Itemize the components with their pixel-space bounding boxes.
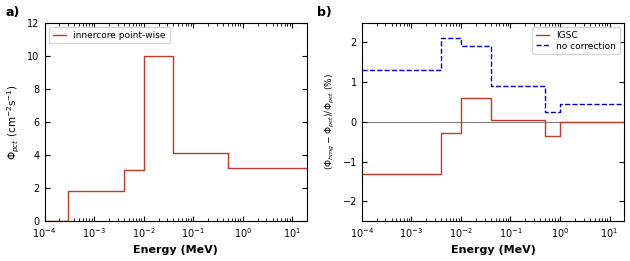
IGSC [621, 120, 628, 123]
no correction [437, 69, 445, 72]
IGSC [487, 118, 495, 121]
innercore point-wise [140, 168, 147, 171]
innercore point-wise [239, 167, 246, 170]
IGSC [457, 97, 465, 100]
no correction [487, 45, 495, 48]
IGSC [556, 120, 564, 123]
Legend: innercore point-wise: innercore point-wise [49, 27, 169, 43]
Line: innercore point-wise: innercore point-wise [45, 56, 307, 221]
Y-axis label: $\Phi_{pct}$ (cm$^{-2}$s$^{-1}$): $\Phi_{pct}$ (cm$^{-2}$s$^{-1}$) [6, 84, 22, 160]
innercore point-wise [64, 219, 72, 222]
innercore point-wise [64, 189, 72, 192]
IGSC [556, 134, 564, 137]
IGSC [437, 172, 445, 175]
Y-axis label: $(\Phi_{hmg}-\Phi_{pct})/\Phi_{pct}$ (%): $(\Phi_{hmg}-\Phi_{pct})/\Phi_{pct}$ (%) [324, 73, 337, 170]
innercore point-wise [120, 189, 128, 192]
no correction [541, 110, 549, 114]
innercore point-wise [169, 54, 177, 57]
IGSC [382, 172, 389, 175]
no correction [382, 69, 389, 72]
innercore point-wise [41, 219, 49, 222]
IGSC [457, 132, 465, 135]
Line: IGSC: IGSC [362, 98, 624, 174]
X-axis label: Energy (MeV): Energy (MeV) [450, 245, 536, 256]
no correction [457, 45, 465, 48]
Legend: IGSC, no correction: IGSC, no correction [532, 27, 620, 54]
no correction [457, 37, 465, 40]
no correction [556, 110, 564, 114]
IGSC [487, 97, 495, 100]
IGSC [358, 172, 365, 175]
no correction [621, 103, 628, 106]
innercore point-wise [120, 168, 128, 171]
Text: a): a) [5, 5, 20, 19]
IGSC [541, 134, 549, 137]
Line: no correction: no correction [362, 38, 624, 112]
no correction [382, 69, 389, 72]
no correction [358, 69, 365, 72]
innercore point-wise [140, 54, 147, 57]
no correction [437, 37, 445, 40]
innercore point-wise [169, 151, 177, 154]
X-axis label: Energy (MeV): Energy (MeV) [134, 245, 219, 256]
innercore point-wise [224, 167, 232, 170]
innercore point-wise [304, 167, 311, 170]
innercore point-wise [239, 167, 246, 170]
Text: b): b) [317, 5, 332, 19]
no correction [556, 103, 564, 106]
no correction [541, 85, 549, 88]
innercore point-wise [224, 151, 232, 154]
IGSC [437, 132, 445, 135]
no correction [487, 85, 495, 88]
IGSC [541, 118, 549, 121]
IGSC [382, 172, 389, 175]
